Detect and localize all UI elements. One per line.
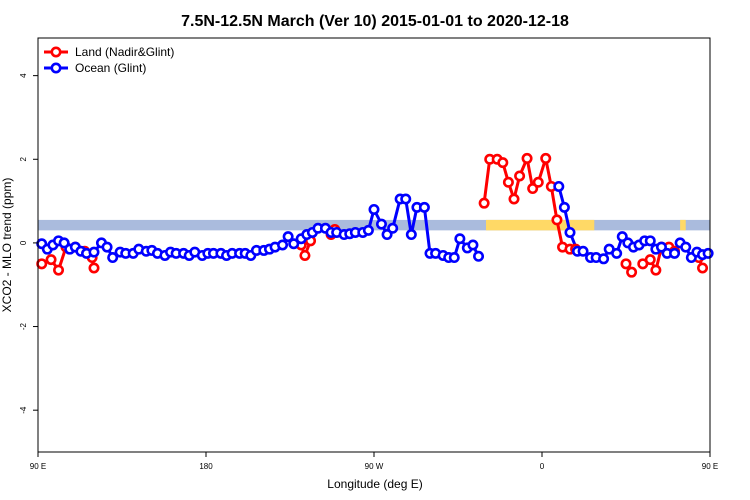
- x-tick-label: 180: [199, 462, 213, 471]
- ocean-data-point: [702, 247, 714, 259]
- legend-label: Land (Nadir&Glint): [75, 45, 174, 59]
- land-band-segment: [486, 219, 595, 231]
- ocean-data-point: [598, 253, 610, 265]
- land-data-point: [644, 254, 656, 266]
- legend: Land (Nadir&Glint) Ocean (Glint): [44, 45, 174, 75]
- y-axis: -4 -2 0 2 4: [19, 73, 38, 414]
- ocean-data-point: [418, 201, 430, 213]
- ocean-data-point: [288, 238, 300, 250]
- legend-marker: [50, 62, 62, 74]
- land-data-point: [521, 152, 533, 164]
- land-data-point: [620, 258, 632, 270]
- land-data-point: [532, 176, 544, 188]
- chart-title: 7.5N-12.5N March (Ver 10) 2015-01-01 to …: [181, 13, 569, 30]
- y-tick-label: -4: [19, 406, 28, 414]
- ocean-data-point: [400, 193, 412, 205]
- legend-marker: [50, 46, 62, 58]
- ocean-data-point: [467, 239, 479, 251]
- ocean-data-point: [375, 218, 387, 230]
- land-data-point: [626, 266, 638, 278]
- ocean-data-point: [564, 226, 576, 238]
- ocean-data-point: [101, 241, 113, 253]
- ocean-data-point: [368, 203, 380, 215]
- land-data-point: [551, 214, 563, 226]
- land-data-point: [478, 197, 490, 209]
- x-tick-label: 90 E: [30, 462, 46, 471]
- land-data-point: [299, 249, 311, 261]
- ocean-data-point: [277, 239, 289, 251]
- ocean-data-point: [88, 246, 100, 258]
- land-data-point: [650, 264, 662, 276]
- y-tick-label: -2: [19, 322, 28, 330]
- land-data-point: [502, 176, 514, 188]
- ocean-data-point: [669, 247, 681, 259]
- land-data-point: [697, 262, 709, 274]
- land-band-segment: [680, 219, 686, 231]
- ocean-data-point: [553, 180, 565, 192]
- y-tick-label: 4: [19, 73, 28, 78]
- land-data-point: [508, 193, 520, 205]
- x-axis-label: Longitude (deg E): [327, 477, 422, 491]
- y-tick-label: 0: [19, 240, 28, 245]
- land-data-point: [36, 258, 48, 270]
- land-data-point: [497, 157, 509, 169]
- x-axis: 90 E 180 90 W 0 90 E: [30, 452, 718, 471]
- ocean-data-point: [448, 252, 460, 264]
- ocean-data-point: [473, 250, 485, 262]
- ocean-data-point: [362, 224, 374, 236]
- land-data-point: [53, 264, 65, 276]
- ocean-data-point: [558, 201, 570, 213]
- ocean-data-point: [611, 247, 623, 259]
- ocean-band: [38, 219, 710, 231]
- x-tick-label: 0: [540, 462, 545, 471]
- plot-area: [36, 152, 714, 278]
- x-tick-label: 90 W: [365, 462, 384, 471]
- ocean-data-point: [405, 229, 417, 241]
- ocean-data-point: [387, 222, 399, 234]
- land-data-point: [88, 262, 100, 274]
- x-tick-label: 90 E: [702, 462, 718, 471]
- land-data-point: [540, 152, 552, 164]
- ocean-data-point: [454, 233, 466, 245]
- ocean-data-point: [680, 241, 692, 253]
- land-data-point: [514, 170, 526, 182]
- ocean-data-point: [644, 235, 656, 247]
- ocean-data-point: [577, 245, 589, 257]
- ocean-data-point: [282, 231, 294, 243]
- land-data-point: [45, 254, 57, 266]
- y-axis-label: XCO2 - MLO trend (ppm): [0, 178, 14, 313]
- ocean-data-point: [107, 252, 119, 264]
- legend-label: Ocean (Glint): [75, 61, 146, 75]
- y-tick-label: 2: [19, 156, 28, 161]
